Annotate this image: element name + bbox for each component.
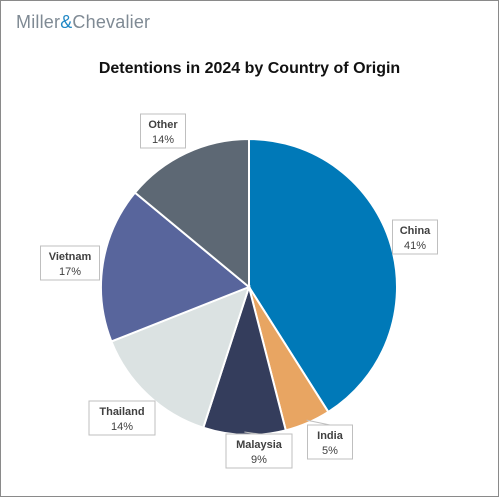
label-box-china [392, 219, 438, 255]
slice-label-china: China [400, 225, 431, 237]
data-labels: China 41% India 5% Malaysia 9% Thailand 14% Viet… [40, 113, 438, 469]
slice-label-thailand: Thailand [99, 406, 144, 418]
pie-slices [100, 137, 398, 437]
pie-slice-vietnam [100, 191, 251, 343]
label-box-other [140, 113, 186, 149]
slice-value-thailand: 14% [111, 421, 133, 433]
slice-value-vietnam: 17% [59, 266, 81, 278]
slice-label-india: India [317, 430, 344, 442]
label-box-vietnam [40, 245, 100, 281]
label-box-thailand [88, 400, 156, 436]
slice-value-other: 14% [152, 134, 174, 146]
pie-slice-other [133, 137, 250, 290]
slice-value-china: 41% [404, 240, 426, 252]
leader-line-india [306, 419, 331, 426]
label-box-malaysia [225, 433, 293, 469]
slice-value-india: 5% [322, 445, 338, 457]
chart-title: Detentions in 2024 by Country of Origin [98, 60, 401, 77]
label-box-india [307, 424, 353, 460]
slice-value-malaysia: 9% [251, 454, 267, 466]
brand-name-right: Chevalier [72, 12, 151, 32]
brand-logo: Miller&Chevalier [16, 12, 150, 33]
pie-slice-thailand [110, 285, 251, 430]
brand-name-left: Miller [16, 12, 61, 32]
brand-ampersand: & [60, 12, 73, 32]
slice-label-vietnam: Vietnam [49, 251, 92, 263]
slice-label-malaysia: Malaysia [236, 439, 283, 451]
slice-label-other: Other [148, 119, 178, 131]
